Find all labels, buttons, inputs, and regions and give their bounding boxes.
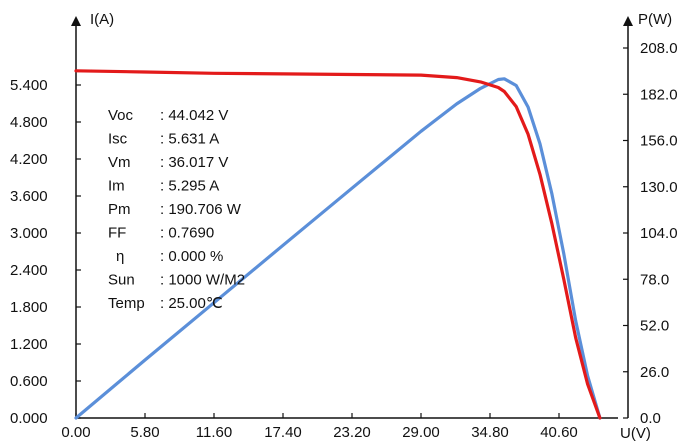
stat-value: : 0.000 % xyxy=(160,248,223,265)
y-right-tick-label: 208.0 xyxy=(640,40,678,57)
right-y-axis-title: P(W) xyxy=(638,11,672,28)
stat-label: Im xyxy=(108,178,125,195)
x-axis-title: U(V) xyxy=(620,425,651,441)
y-right-tick-label: 182.0 xyxy=(640,86,678,103)
x-tick-label: 40.60 xyxy=(540,424,578,441)
stat-value: : 36.017 V xyxy=(160,154,228,171)
y-left-tick-label: 3.600 xyxy=(10,188,48,205)
y-right-tick-label: 78.0 xyxy=(640,271,669,288)
power-curve xyxy=(74,77,602,420)
x-tick-label: 17.40 xyxy=(264,424,302,441)
x-tick-label: 23.20 xyxy=(333,424,371,441)
stat-label: Pm xyxy=(108,201,131,218)
left-y-axis-arrow xyxy=(71,16,81,26)
y-right-tick-label: 26.0 xyxy=(640,364,669,381)
stats-panel: Voc : 44.042 V Isc : 5.631 A Vm : 36.017 V Im:… xyxy=(108,107,245,312)
stat-label: η xyxy=(116,248,124,265)
stat-label: Vm xyxy=(108,154,131,171)
stat-label: Temp xyxy=(108,295,145,312)
right-y-axis-arrow xyxy=(623,16,633,26)
stat-value: : 1000 W/M2 xyxy=(160,272,245,289)
x-tick-label: 0.00 xyxy=(61,424,90,441)
stat-value: : 44.042 V xyxy=(160,107,228,124)
y-right-tick-label: 104.0 xyxy=(640,225,678,242)
stat-value: : 0.7690 xyxy=(160,225,214,242)
series xyxy=(74,69,602,420)
x-tick-label: 11.60 xyxy=(196,424,232,441)
y-right-tick-label: 0.0 xyxy=(640,410,661,427)
stat-label: FF xyxy=(108,225,126,242)
y-left-tick-label: 2.400 xyxy=(10,262,48,279)
x-tick-label: 29.00 xyxy=(402,424,440,441)
y-left-tick-label: 4.200 xyxy=(10,151,48,168)
y-right-tick-label: 156.0 xyxy=(640,133,678,150)
x-tick-label: 5.80 xyxy=(130,424,159,441)
axes: I(A) P(W) U(V) xyxy=(71,11,672,441)
x-tick-label: 34.80 xyxy=(471,424,509,441)
left-y-axis-title: I(A) xyxy=(90,11,114,28)
stat-value: : 25.00℃ xyxy=(160,295,223,312)
y-right-tick-label: 52.0 xyxy=(640,318,669,335)
y-right-tick-label: 130.0 xyxy=(640,179,678,196)
stat-label: Voc xyxy=(108,107,134,124)
y-left-tick-label: 3.000 xyxy=(10,225,48,242)
current-curve xyxy=(74,69,602,420)
stat-value: : 190.706 W xyxy=(160,201,242,218)
stat-label: Sun xyxy=(108,272,135,289)
stat-label: Isc xyxy=(108,131,128,148)
ticks: 0.00 5.80 11.60 17.40 23.20 29.00 34.80 40.60 0.… xyxy=(10,40,678,441)
y-left-tick-label: 1.800 xyxy=(10,299,48,316)
y-left-tick-label: 0.600 xyxy=(10,373,48,390)
y-left-tick-label: 0.000 xyxy=(10,410,48,427)
y-left-tick-label: 5.400 xyxy=(10,77,48,94)
stat-value: : 5.631 A xyxy=(160,131,219,148)
y-left-tick-label: 1.200 xyxy=(10,336,48,353)
y-left-tick-label: 4.800 xyxy=(10,114,48,131)
stat-value: : 5.295 A xyxy=(160,178,219,195)
